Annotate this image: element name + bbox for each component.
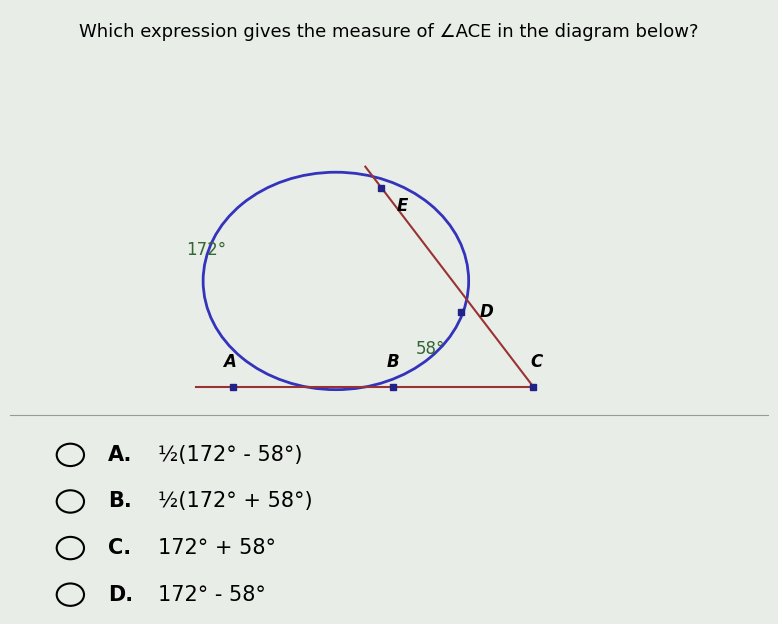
Text: 58°: 58°: [415, 340, 445, 358]
Text: C.: C.: [108, 538, 131, 558]
Text: 172° - 58°: 172° - 58°: [158, 585, 265, 605]
Text: ½(172° + 58°): ½(172° + 58°): [158, 492, 312, 512]
Text: B.: B.: [108, 492, 132, 512]
Text: A.: A.: [108, 445, 133, 465]
Text: Which expression gives the measure of ∠ACE in the diagram below?: Which expression gives the measure of ∠A…: [79, 23, 699, 41]
Text: D.: D.: [108, 585, 133, 605]
Text: B: B: [387, 353, 399, 371]
Text: ½(172° - 58°): ½(172° - 58°): [158, 445, 302, 465]
Text: A: A: [223, 353, 236, 371]
Text: E: E: [397, 197, 408, 215]
Text: 172° + 58°: 172° + 58°: [158, 538, 275, 558]
Text: C: C: [531, 353, 543, 371]
Text: 172°: 172°: [186, 241, 226, 259]
Text: D: D: [480, 303, 494, 321]
